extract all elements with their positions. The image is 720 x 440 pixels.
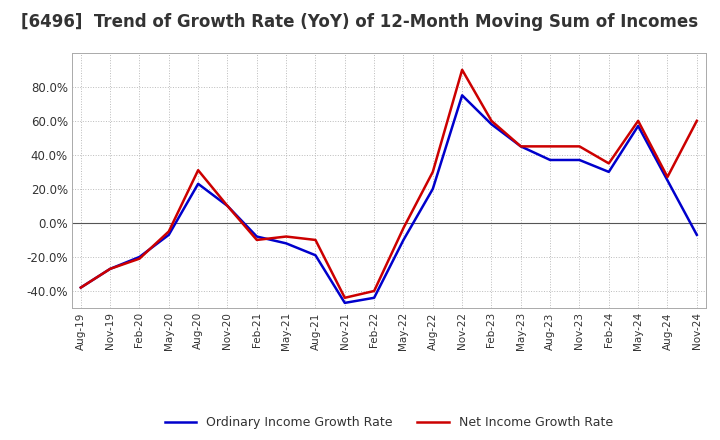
- Ordinary Income Growth Rate: [634, 123, 642, 128]
- Net Income Growth Rate: [76, 285, 85, 290]
- Net Income Growth Rate: [135, 256, 144, 261]
- Net Income Growth Rate: [428, 169, 437, 175]
- Ordinary Income Growth Rate: [428, 186, 437, 191]
- Ordinary Income Growth Rate: [575, 158, 584, 163]
- Ordinary Income Growth Rate: [106, 266, 114, 271]
- Ordinary Income Growth Rate: [370, 295, 379, 301]
- Ordinary Income Growth Rate: [253, 234, 261, 239]
- Net Income Growth Rate: [341, 295, 349, 301]
- Net Income Growth Rate: [253, 237, 261, 242]
- Ordinary Income Growth Rate: [76, 285, 85, 290]
- Line: Ordinary Income Growth Rate: Ordinary Income Growth Rate: [81, 95, 697, 303]
- Ordinary Income Growth Rate: [546, 158, 554, 163]
- Ordinary Income Growth Rate: [458, 93, 467, 98]
- Text: [6496]  Trend of Growth Rate (YoY) of 12-Month Moving Sum of Incomes: [6496] Trend of Growth Rate (YoY) of 12-…: [22, 13, 698, 31]
- Ordinary Income Growth Rate: [194, 181, 202, 187]
- Net Income Growth Rate: [194, 168, 202, 173]
- Net Income Growth Rate: [663, 174, 672, 180]
- Net Income Growth Rate: [282, 234, 290, 239]
- Net Income Growth Rate: [311, 237, 320, 242]
- Line: Net Income Growth Rate: Net Income Growth Rate: [81, 70, 697, 298]
- Net Income Growth Rate: [634, 118, 642, 124]
- Ordinary Income Growth Rate: [605, 169, 613, 175]
- Net Income Growth Rate: [106, 266, 114, 271]
- Ordinary Income Growth Rate: [693, 232, 701, 238]
- Net Income Growth Rate: [575, 144, 584, 149]
- Net Income Growth Rate: [693, 118, 701, 124]
- Net Income Growth Rate: [458, 67, 467, 73]
- Legend: Ordinary Income Growth Rate, Net Income Growth Rate: Ordinary Income Growth Rate, Net Income …: [160, 411, 618, 434]
- Ordinary Income Growth Rate: [164, 232, 173, 238]
- Ordinary Income Growth Rate: [135, 254, 144, 260]
- Net Income Growth Rate: [546, 144, 554, 149]
- Ordinary Income Growth Rate: [282, 241, 290, 246]
- Ordinary Income Growth Rate: [223, 203, 232, 209]
- Net Income Growth Rate: [370, 288, 379, 293]
- Ordinary Income Growth Rate: [663, 178, 672, 183]
- Net Income Growth Rate: [399, 225, 408, 231]
- Ordinary Income Growth Rate: [341, 300, 349, 305]
- Ordinary Income Growth Rate: [399, 237, 408, 242]
- Net Income Growth Rate: [487, 118, 496, 124]
- Net Income Growth Rate: [164, 229, 173, 234]
- Ordinary Income Growth Rate: [516, 144, 525, 149]
- Ordinary Income Growth Rate: [311, 253, 320, 258]
- Net Income Growth Rate: [516, 144, 525, 149]
- Net Income Growth Rate: [223, 203, 232, 209]
- Ordinary Income Growth Rate: [487, 121, 496, 127]
- Net Income Growth Rate: [605, 161, 613, 166]
